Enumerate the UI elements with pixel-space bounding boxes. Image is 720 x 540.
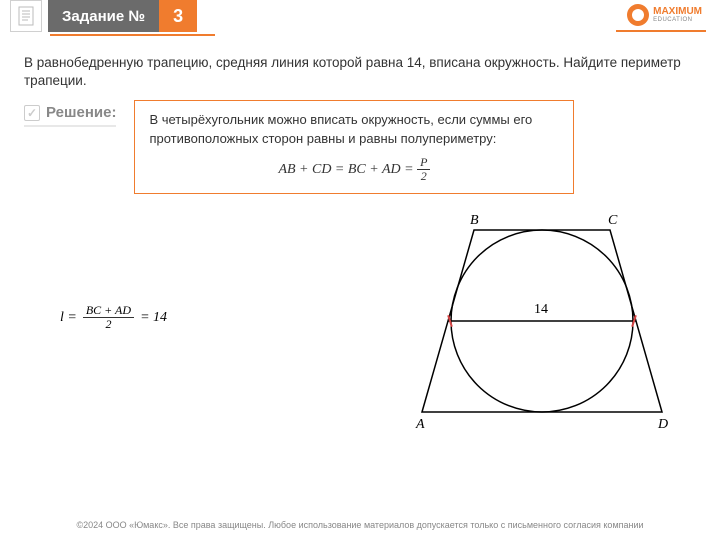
midline-frac: BC + AD 2 (83, 304, 134, 331)
header: Задание № 3 MAXIMUM EDUCATION (0, 0, 720, 32)
svg-text:D: D (657, 417, 668, 432)
svg-text:B: B (470, 214, 479, 228)
formula-den: 2 (417, 170, 430, 183)
problem-statement: В равнобедренную трапецию, средняя линия… (24, 54, 696, 90)
solution-label-text: Решение: (46, 104, 116, 121)
formula-lhs: AB + CD = BC + AD = (278, 162, 413, 177)
solution-text: В четырёхугольник можно вписать окружнос… (149, 111, 559, 147)
document-icon (18, 6, 34, 26)
doc-icon-box (10, 0, 42, 32)
midline-num: BC + AD (83, 304, 134, 318)
footer: ©2024 ООО «Юмакс». Все права защищены. Л… (0, 520, 720, 530)
formula-num: P (417, 156, 430, 170)
logo-icon (627, 4, 649, 26)
task-label: Задание № (48, 0, 159, 32)
solution-row: ✓ Решение: В четырёхугольник можно вписа… (24, 100, 696, 194)
midline-formula: l = BC + AD 2 = 14 (60, 304, 167, 331)
logo-text: MAXIMUM (653, 7, 702, 17)
solution-label: ✓ Решение: (24, 100, 116, 127)
formula-inscribed: AB + CD = BC + AD = P 2 (149, 156, 559, 183)
check-icon: ✓ (24, 105, 40, 121)
task-number: 3 (159, 0, 197, 32)
l-eq: l = (60, 310, 77, 326)
midline-den: 2 (83, 318, 134, 331)
eq-val: = 14 (140, 310, 167, 326)
formula-frac: P 2 (417, 156, 430, 183)
logo-underline (616, 30, 706, 32)
logo: MAXIMUM EDUCATION (627, 4, 702, 26)
svg-text:14: 14 (534, 302, 548, 317)
trapezoid-diagram: B C A D 14 (412, 214, 672, 434)
solution-box: В четырёхугольник можно вписать окружнос… (134, 100, 574, 194)
content-area: l = BC + AD 2 = 14 B C A D 14 (0, 214, 720, 454)
logo-subtext: EDUCATION (653, 17, 702, 23)
task-divider (50, 34, 215, 36)
svg-text:C: C (608, 214, 618, 228)
svg-text:A: A (415, 417, 425, 432)
